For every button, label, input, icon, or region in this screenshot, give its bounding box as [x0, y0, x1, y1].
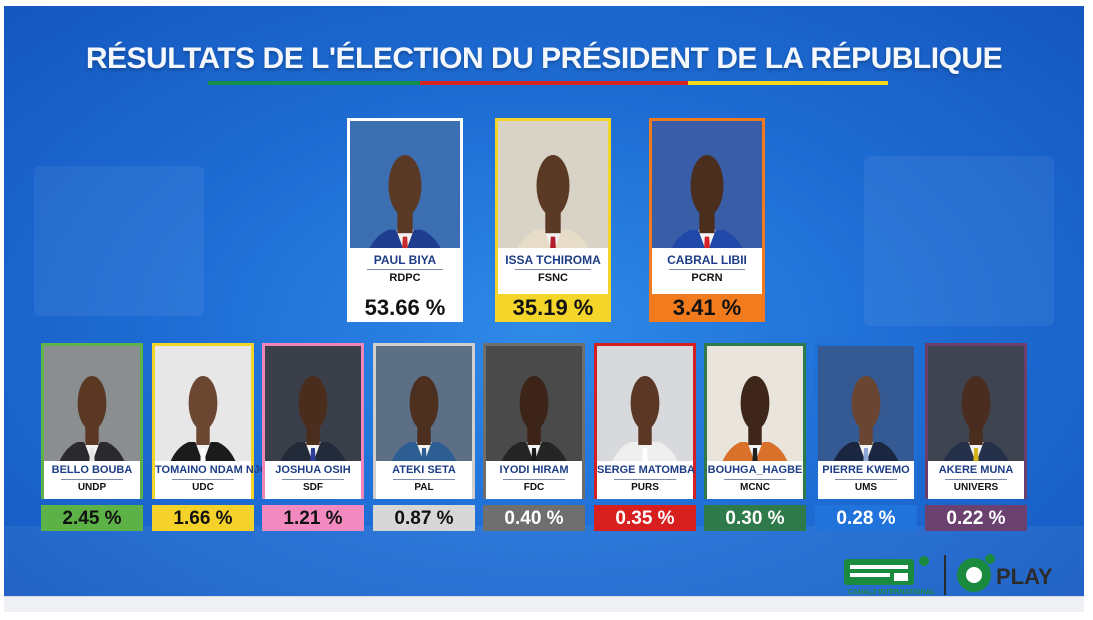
- candidate-name: JOSHUA OSIH: [275, 464, 351, 476]
- candidate-name-box: BELLO BOUBA UNDP: [44, 461, 140, 499]
- canal2-caption: CANAL2 INTERNATIONAL: [848, 589, 935, 596]
- canal2-logo-graphic: [844, 554, 995, 595]
- name-underline: [614, 479, 676, 480]
- candidate-percent: 0.87 %: [373, 505, 475, 531]
- name-underline: [515, 269, 591, 270]
- candidate-name-box: PAUL BIYA RDPC: [350, 248, 460, 294]
- candidate-name-box: JOSHUA OSIH SDF: [265, 461, 361, 499]
- flag-stripe-green: [208, 81, 420, 85]
- candidate-party: UDC: [192, 482, 214, 493]
- candidate-percent: 0.28 %: [815, 505, 917, 531]
- candidate-name-box: ATEKI SETA PAL: [376, 461, 472, 499]
- candidate-name-box: AKERE MUNA UNIVERS: [928, 461, 1024, 499]
- results-panel: RÉSULTATS DE L'ÉLECTION DU PRÉSIDENT DE …: [4, 6, 1084, 596]
- candidate-name-box: PIERRE KWEMO UMS: [818, 461, 914, 499]
- candidate-party: UNDP: [77, 482, 107, 493]
- candidate-percent: 2.45 %: [41, 505, 143, 531]
- candidate-percent: 35.19 %: [495, 294, 611, 322]
- candidate-name-box: BOUHGA_HAGBE MCNC: [707, 461, 803, 499]
- candidate-percent: 1.66 %: [152, 505, 254, 531]
- background-building-left: [34, 166, 204, 316]
- candidate-party: RDPC: [389, 272, 421, 284]
- flag-stripe-red: [420, 81, 688, 85]
- candidate-name-box: CABRAL LIBII PCRN: [652, 248, 762, 294]
- candidate-name: IYODI HIRAM: [499, 464, 569, 476]
- page-title: RÉSULTATS DE L'ÉLECTION DU PRÉSIDENT DE …: [85, 42, 1003, 75]
- candidate-party: UNIVERS: [953, 482, 999, 493]
- candidate-party: FSNC: [538, 272, 568, 284]
- candidate-name-box: IYODI HIRAM FDC: [486, 461, 582, 499]
- name-underline: [503, 479, 565, 480]
- name-underline: [282, 479, 344, 480]
- candidate-percent: 53.66 %: [347, 294, 463, 322]
- candidate-party: PURS: [631, 482, 659, 493]
- candidate-percent: 1.21 %: [262, 505, 364, 531]
- candidate-name: BOUHGA_HAGBE: [707, 464, 803, 476]
- candidate-party: PCRN: [691, 272, 723, 284]
- candidate-party: SDF: [303, 482, 323, 493]
- candidate-name-box: ISSA TCHIROMA FSNC: [498, 248, 608, 294]
- candidate-name: PIERRE KWEMO: [822, 464, 910, 476]
- candidate-percent: 0.35 %: [594, 505, 696, 531]
- candidate-name-box: SERGE MATOMBA PURS: [597, 461, 695, 499]
- bottom-strip: [4, 596, 1084, 612]
- background-building-right: [864, 156, 1054, 326]
- candidate-percent: 0.40 %: [483, 505, 585, 531]
- candidate-percent: 3.41 %: [649, 294, 765, 322]
- name-underline: [367, 269, 443, 270]
- name-underline: [835, 479, 897, 480]
- candidate-percent: 0.30 %: [704, 505, 806, 531]
- candidate-name: CABRAL LIBII: [667, 253, 747, 267]
- candidate-name: ISSA TCHIROMA: [505, 253, 601, 267]
- candidate-name: ATEKI SETA: [392, 464, 456, 476]
- name-underline: [945, 479, 1007, 480]
- candidate-percent: 0.22 %: [925, 505, 1027, 531]
- name-underline: [393, 479, 455, 480]
- candidate-name: TOMAINO NDAM NJOYA: [155, 464, 283, 476]
- candidate-name: BELLO BOUBA: [51, 464, 133, 476]
- name-underline: [61, 479, 123, 480]
- candidate-name: AKERE MUNA: [938, 464, 1014, 476]
- name-underline: [724, 479, 786, 480]
- play-label: PLAY: [996, 564, 1053, 589]
- candidate-name-box: TOMAINO NDAM NJOYA UDC: [155, 461, 283, 499]
- broadcaster-logos: CANAL2 INTERNATIONAL PLAY: [844, 551, 1084, 596]
- name-underline: [669, 269, 745, 270]
- candidate-party: PAL: [414, 482, 434, 493]
- candidate-name: PAUL BIYA: [373, 253, 437, 267]
- candidate-party: UMS: [854, 482, 878, 493]
- name-underline: [172, 479, 234, 480]
- candidate-name: SERGE MATOMBA: [597, 464, 695, 476]
- flag-stripe-yellow: [688, 81, 888, 85]
- candidate-party: MCNC: [740, 482, 770, 493]
- candidate-party: FDC: [523, 482, 545, 493]
